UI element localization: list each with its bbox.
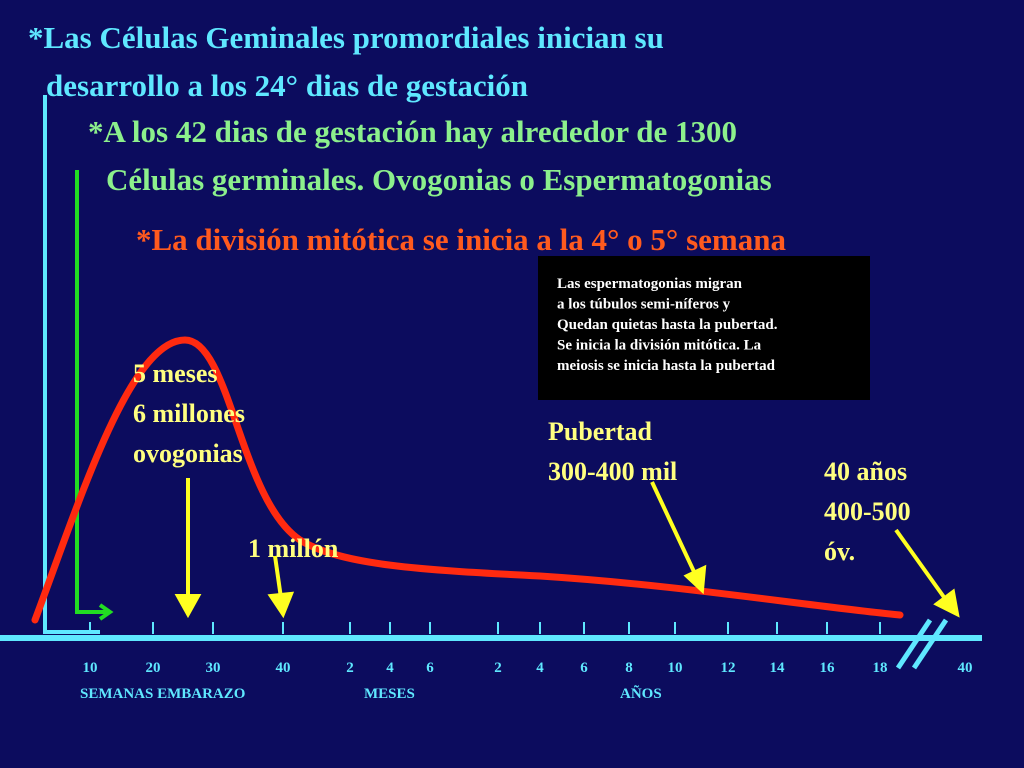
red-line: *La división mitótica se inicia a la 4° … [136,222,786,257]
tick-label: 6 [580,660,588,676]
axis-group-label: MESES [364,686,415,702]
tick-label: 18 [873,660,888,676]
tick-label: 16 [820,660,836,676]
annotation: 1 millón [248,534,339,563]
tick-label: 10 [83,660,98,676]
tick-label: 4 [386,660,394,676]
tick-label: 20 [146,660,161,676]
note-line: Se inicia la división mitótica. La [557,338,762,354]
annotation: 5 meses [133,359,217,388]
note-line: Las espermatogonias migran [557,276,743,292]
arrow-head [174,594,202,619]
tick-label: 2 [494,660,502,676]
note-box [538,256,870,400]
tick-label: 10 [668,660,683,676]
cyan-line: desarrollo a los 24° dias de gestación [46,68,528,103]
population-curve [31,336,904,624]
axis-group-label: SEMANAS EMBARAZO [80,686,245,702]
tick-label: 4 [536,660,544,676]
arrow [894,528,948,602]
note-line: meiosis se inicia hasta la pubertad [557,358,776,374]
tick-label: 8 [625,660,633,676]
tick-label: 40 [958,660,973,676]
annotation: Pubertad [548,417,653,446]
axis-break [895,618,933,670]
arrow-head [683,564,707,595]
tick-label: 12 [721,660,736,676]
tick-label: 6 [426,660,434,676]
tick-label: 2 [346,660,354,676]
green-bracket [75,170,114,621]
green-line: Células germinales. Ovogonias o Espermat… [106,162,772,197]
cyan-line: *Las Células Geminales promordiales inic… [28,20,664,55]
axis-group-label: AÑOS [620,684,662,702]
note-line: a los túbulos semi-níferos y [557,297,731,313]
note-line: Quedan quietas hasta la pubertad. [557,317,778,333]
tick-label: 40 [276,660,291,676]
arrow [650,481,698,577]
annotation: 6 millones [133,399,245,428]
tick-label: 30 [206,660,221,676]
annotation: ovogonias [133,439,243,468]
tick-label: 14 [770,660,786,676]
annotation: 400-500 [824,497,911,526]
annotation: 40 años [824,457,907,486]
cyan-bracket [43,95,100,634]
green-line: *A los 42 dias de gestación hay alrededo… [88,114,737,149]
annotation: óv. [824,537,855,566]
arrow-head [267,591,295,619]
axis-break [911,618,949,670]
arrow [273,555,283,599]
arrow-head [933,588,960,618]
annotation: 300-400 mil [548,457,677,486]
